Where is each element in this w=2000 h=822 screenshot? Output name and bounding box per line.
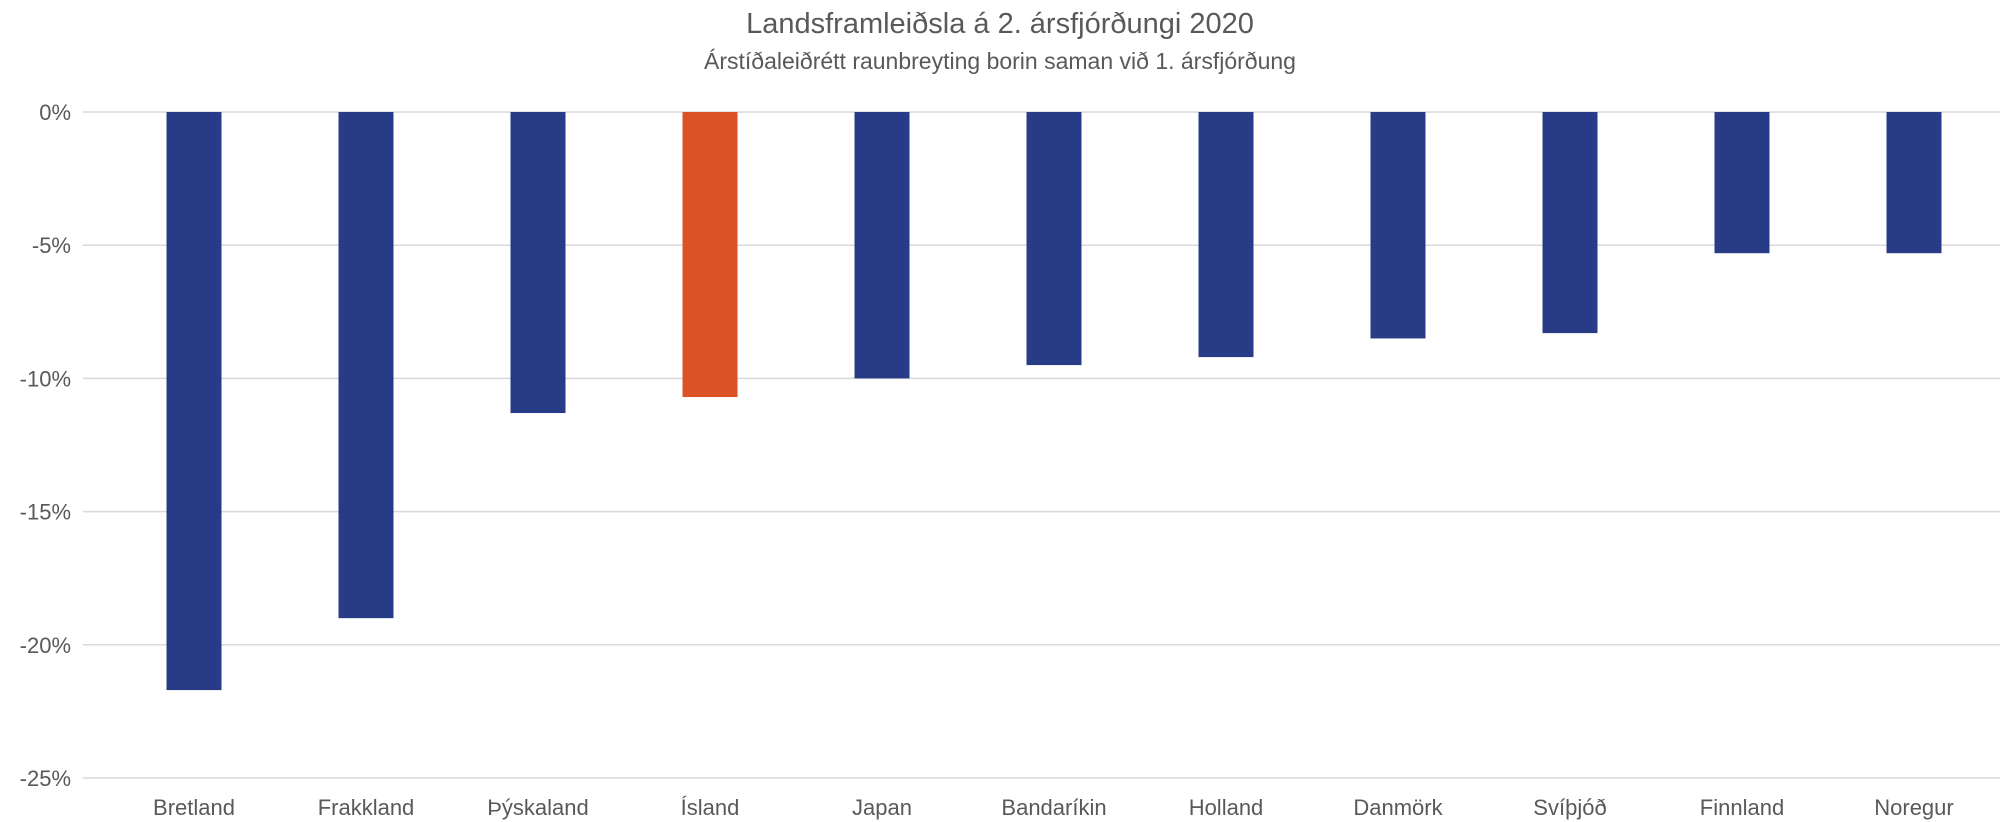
y-tick-label: 0% [39,100,71,125]
x-tick-label: Þýskaland [487,795,589,820]
chart-subtitle: Árstíðaleiðrétt raunbreyting borin saman… [704,48,1296,74]
bar [1198,112,1254,358]
x-tick-label: Bretland [153,795,235,820]
y-tick-label: -5% [32,233,71,258]
bar [1714,112,1770,254]
bar [338,112,394,619]
bar [1886,112,1942,254]
bar [1542,112,1598,334]
x-tick-label: Japan [852,795,912,820]
x-axis-ticks: Bretland Frakkland Þýskaland Ísland Japan Ban… [153,795,1954,820]
y-axis-ticks: 0% -5% -10% -15% -20% -25% [20,100,71,791]
x-tick-label: Frakkland [318,795,415,820]
x-tick-label: Ísland [681,795,740,820]
bar [1370,112,1426,339]
y-tick-label: -25% [20,766,71,791]
x-tick-label: Holland [1189,795,1264,820]
bar [166,112,222,691]
x-tick-label: Danmörk [1353,795,1443,820]
chart-title: Landsframleiðsla á 2. ársfjórðungi 2020 [746,8,1254,40]
x-tick-label: Bandaríkin [1001,795,1106,820]
x-tick-label: Svíþjóð [1533,795,1606,820]
bar [510,112,566,414]
bar [1026,112,1082,366]
bars [166,112,1942,691]
x-tick-label: Noregur [1874,795,1953,820]
y-tick-label: -20% [20,633,71,658]
x-tick-label: Finnland [1700,795,1784,820]
y-tick-label: -10% [20,366,71,391]
bar [682,112,738,398]
bar [854,112,910,379]
y-tick-label: -15% [20,500,71,525]
